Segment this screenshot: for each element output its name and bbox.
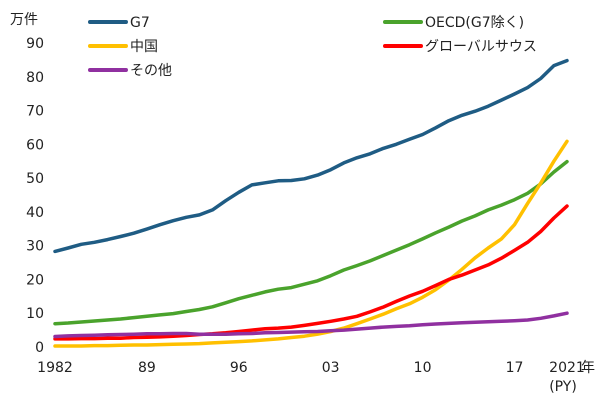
x-tick-label: 2021: [549, 360, 585, 376]
x-axis-note: (PY): [549, 379, 577, 395]
series-line-4: [53, 311, 569, 339]
x-tick-label: 10: [414, 360, 432, 376]
legend-label: OECD(G7除く): [425, 15, 524, 31]
x-tick-label: 96: [230, 360, 248, 376]
series-line-1: [53, 159, 569, 326]
x-tick-label: 17: [506, 360, 524, 376]
legend-label: G7: [130, 15, 150, 31]
legend-label: その他: [130, 63, 172, 79]
y-tick-label: 0: [35, 340, 44, 356]
y-unit-label: 万件: [10, 12, 38, 28]
x-tick-label: 03: [322, 360, 340, 376]
x-axis-year-suffix: 年: [581, 360, 595, 376]
y-tick-label: 90: [26, 36, 44, 52]
series-line-0: [53, 58, 569, 254]
series-lines: [53, 58, 569, 348]
y-tick-label: 30: [26, 239, 44, 255]
y-axis: 0 10 20 30 40 50 60 70 80 90: [26, 36, 44, 356]
y-tick-label: 50: [26, 171, 44, 187]
y-tick-label: 70: [26, 104, 44, 120]
legend-label: グローバルサウス: [425, 39, 537, 55]
y-tick-label: 60: [26, 137, 44, 153]
y-tick-label: 20: [26, 272, 44, 288]
series-line-3: [53, 204, 569, 341]
series-line-2: [53, 139, 569, 348]
y-tick-label: 40: [26, 205, 44, 221]
y-tick-label: 80: [26, 70, 44, 86]
x-tick-label: 1982: [37, 360, 73, 376]
y-tick-label: 10: [26, 306, 44, 322]
x-axis: 1982 89 96 03 10 17 2021: [37, 360, 585, 376]
x-tick-label: 89: [138, 360, 156, 376]
legend-label: 中国: [130, 39, 158, 55]
